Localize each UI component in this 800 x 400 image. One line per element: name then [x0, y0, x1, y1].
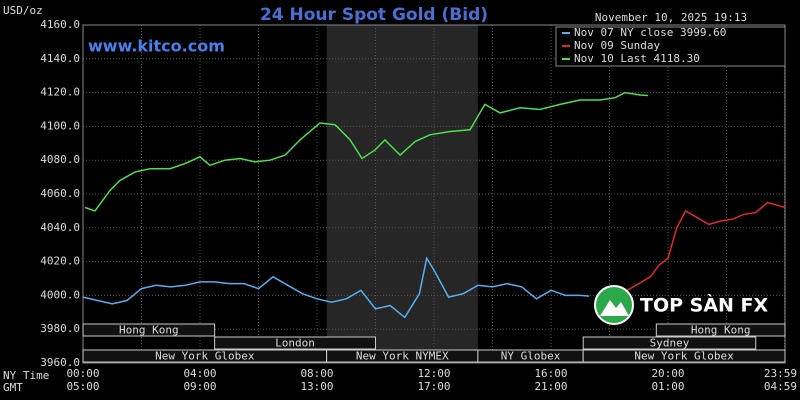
session-bar [582, 349, 786, 363]
y-tick-label: 4020.0 [40, 255, 80, 268]
legend-label: Nov 07 NY close 3999.60 [574, 26, 726, 39]
price-line [603, 201, 786, 297]
y-tick-label: 4060.0 [40, 187, 80, 200]
x2-tick-label: 13:00 [300, 380, 333, 393]
x-row-label: NY Time [3, 369, 49, 382]
watermark: TOP SÀN FX [640, 294, 769, 317]
x2-tick-label: 04:59 [764, 380, 797, 393]
price-line [84, 91, 649, 212]
x-tick-label: 04:00 [183, 367, 216, 380]
price-line [82, 256, 590, 319]
x2-row-label: GMT [3, 381, 23, 394]
session-bar [655, 323, 786, 337]
session-label: New York Globex [155, 350, 255, 363]
session-label: Hong Kong [119, 324, 179, 337]
session-label: Sydney [650, 337, 690, 350]
x-tick-label: 08:00 [300, 367, 333, 380]
watermark-logo [594, 285, 634, 325]
plot-frame [82, 24, 786, 364]
x2-tick-label: 01:00 [651, 380, 684, 393]
legend-label: Nov 09 Sunday [574, 39, 660, 52]
y-tick-label: 4080.0 [40, 153, 80, 166]
session-label: Hong Kong [691, 324, 751, 337]
watermark-icon [600, 300, 629, 316]
legend-label: Nov 10 Last 4118.30 [574, 52, 700, 65]
session-bar [214, 336, 376, 350]
session-label: NY Globex [501, 350, 561, 363]
y-tick-label: 3960.0 [40, 356, 80, 369]
x-tick-label: 23:59 [764, 367, 797, 380]
x2-tick-label: 17:00 [417, 380, 450, 393]
chart-title: 24 Hour Spot Gold (Bid) [260, 5, 488, 25]
y-tick-label: 3980.0 [40, 322, 80, 335]
session-label: New York Globex [634, 350, 734, 363]
x-tick-label: 00:00 [66, 367, 99, 380]
x-tick-label: 16:00 [534, 367, 567, 380]
x2-tick-label: 21:00 [534, 380, 567, 393]
session-bar [82, 323, 216, 337]
y-tick-label: 4120.0 [40, 86, 80, 99]
x2-tick-label: 09:00 [183, 380, 216, 393]
x-tick-label: 12:00 [417, 367, 450, 380]
legend-box [555, 26, 786, 67]
y-tick-label: 4100.0 [40, 119, 80, 132]
timestamp: November 10, 2025 19:13 [595, 11, 747, 24]
y-tick-label: 4000.0 [40, 288, 80, 301]
session-label: New York NYMEX [356, 350, 449, 363]
session-label: London [275, 337, 315, 350]
y-tick-label: 4160.0 [40, 18, 80, 31]
y-tick-label: 4040.0 [40, 221, 80, 234]
y-tick-label: 4140.0 [40, 52, 80, 65]
x2-tick-label: 05:00 [66, 380, 99, 393]
x-tick-label: 20:00 [651, 367, 684, 380]
y-axis-label: USD/oz [3, 4, 43, 17]
session-bar [582, 336, 757, 350]
site-label: www.kitco.com [88, 37, 225, 56]
